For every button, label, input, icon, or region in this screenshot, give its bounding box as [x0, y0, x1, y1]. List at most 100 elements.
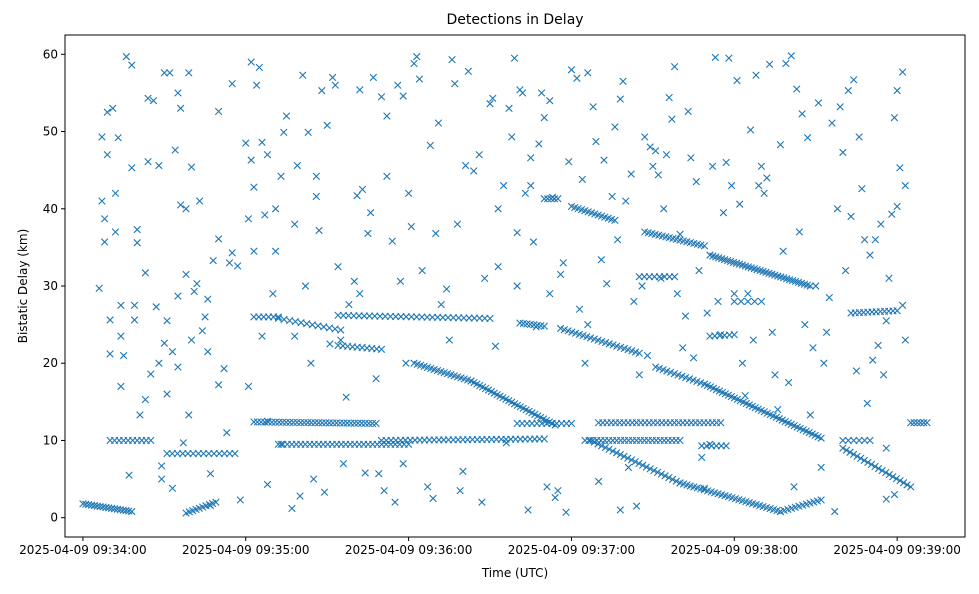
data-point	[866, 436, 874, 445]
data-point	[461, 161, 470, 170]
data-point	[160, 339, 169, 347]
data-point	[168, 484, 177, 493]
data-point	[407, 222, 416, 231]
data-point	[117, 332, 125, 340]
data-point	[730, 330, 738, 339]
data-point	[480, 274, 489, 282]
data-point	[719, 208, 728, 217]
data-point	[271, 205, 280, 213]
data-point	[334, 263, 342, 271]
data-point	[916, 419, 925, 427]
data-point	[187, 163, 196, 171]
data-point	[631, 458, 639, 466]
data-point	[82, 500, 90, 508]
data-point	[263, 417, 272, 425]
data-point	[882, 317, 890, 325]
data-point	[867, 460, 876, 469]
data-point	[171, 146, 179, 154]
y-tick-label: 30	[43, 279, 58, 293]
data-point	[611, 216, 619, 225]
data-point	[635, 349, 643, 357]
data-point	[757, 162, 766, 170]
data-point	[173, 449, 182, 458]
data-point	[907, 483, 915, 491]
data-point	[247, 156, 255, 164]
data-point	[877, 220, 885, 228]
data-point	[687, 154, 695, 162]
data-point	[128, 164, 136, 172]
data-point	[342, 393, 350, 401]
data-point	[163, 390, 171, 398]
data-point	[632, 502, 641, 510]
data-point	[220, 449, 229, 458]
data-point	[228, 249, 236, 257]
x-tick-label: 2025-04-09 09:35:00	[182, 543, 309, 557]
data-point	[863, 399, 871, 408]
data-point	[609, 447, 617, 455]
data-point	[499, 181, 508, 190]
data-point	[187, 336, 196, 344]
data-point	[415, 75, 424, 83]
data-point	[858, 185, 866, 193]
data-point	[814, 99, 823, 107]
data-point	[529, 238, 538, 246]
data-point	[803, 134, 812, 142]
data-point	[128, 507, 136, 516]
data-point	[750, 297, 759, 306]
data-point	[250, 247, 258, 255]
data-point	[757, 297, 766, 306]
data-point	[630, 297, 638, 306]
data-point	[749, 336, 757, 344]
data-point	[676, 230, 684, 238]
data-point	[592, 137, 600, 146]
data-point	[320, 488, 329, 496]
data-point	[141, 269, 150, 277]
data-point	[107, 504, 116, 513]
data-point	[885, 470, 893, 479]
data-point	[102, 503, 110, 512]
data-point	[323, 121, 331, 130]
data-point	[711, 53, 719, 62]
data-point	[896, 477, 904, 485]
data-point	[725, 54, 733, 62]
data-point	[643, 351, 652, 360]
data-point	[111, 189, 120, 198]
data-point	[518, 89, 527, 97]
data-point	[100, 215, 109, 223]
data-point	[356, 86, 364, 94]
data-point	[638, 282, 646, 290]
data-point	[898, 68, 907, 76]
data-point	[527, 154, 535, 162]
data-point	[717, 330, 725, 339]
data-point	[418, 266, 426, 275]
data-point	[122, 506, 130, 515]
data-point	[619, 77, 627, 86]
data-point	[836, 103, 844, 111]
data-point	[106, 350, 114, 358]
data-point	[703, 309, 711, 317]
data-point	[565, 157, 573, 166]
data-point	[105, 504, 113, 512]
data-point	[98, 197, 106, 205]
data-point	[125, 507, 133, 515]
data-point	[271, 247, 280, 255]
x-tick-label: 2025-04-09 09:37:00	[508, 543, 635, 557]
data-point	[554, 486, 562, 495]
data-point	[491, 342, 500, 350]
data-point	[548, 193, 557, 201]
data-point	[860, 456, 868, 465]
data-point	[277, 172, 285, 181]
data-point	[331, 81, 340, 89]
data-point	[263, 480, 272, 489]
data-point	[176, 104, 185, 113]
data-point	[524, 506, 532, 514]
data-point	[651, 147, 660, 155]
data-point	[849, 450, 858, 458]
data-point	[540, 322, 549, 330]
data-point	[394, 81, 402, 89]
data-point	[214, 381, 223, 389]
data-point	[898, 301, 907, 309]
y-axis: 0 10 20 30 40 50 60	[43, 47, 65, 525]
data-point	[297, 318, 305, 327]
